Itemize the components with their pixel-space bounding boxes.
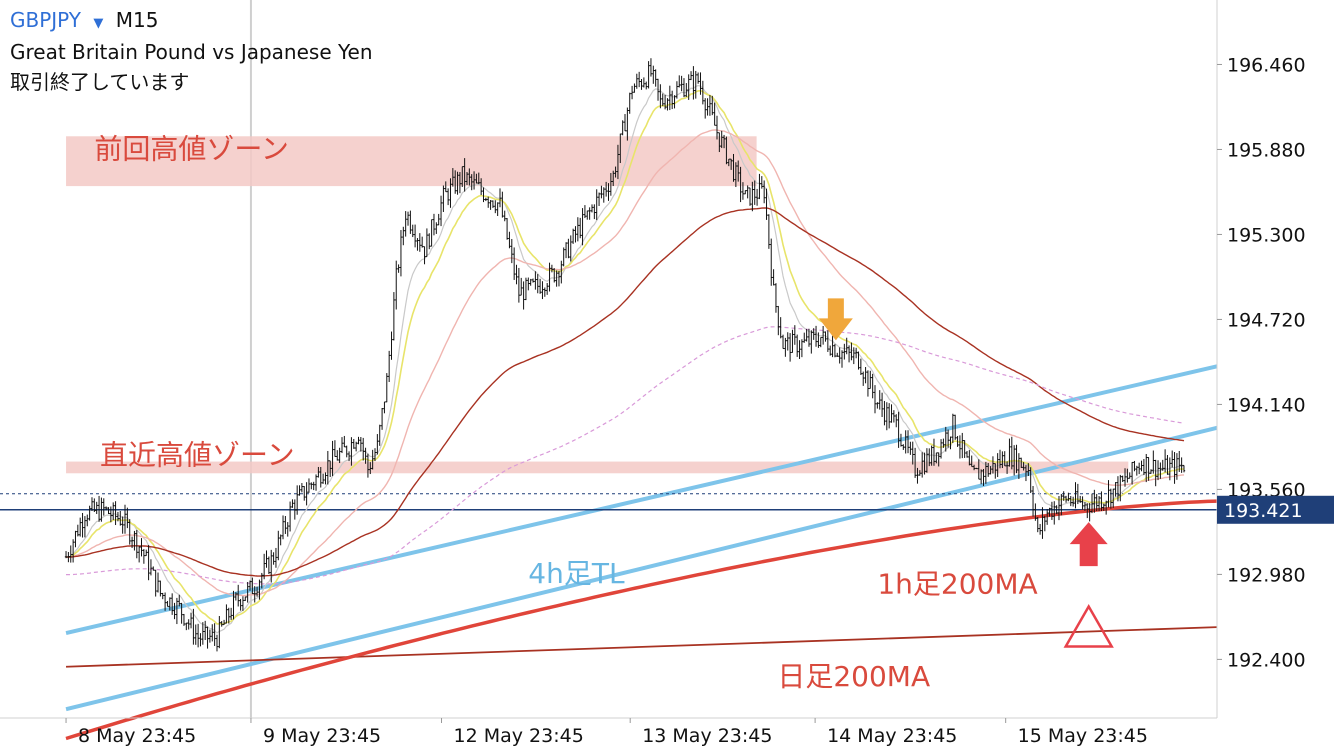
resistance-zone-1 [66,136,757,187]
symbol-dropdown-icon[interactable]: ▼ [93,16,104,31]
y-tick-label: 192.400 [1227,649,1306,671]
y-tick-label: 192.980 [1227,564,1306,586]
y-tick-label: 194.140 [1227,394,1306,416]
x-tick-label: 14 May 23:45 [827,725,957,747]
annotation-label: 1h足200MA [877,567,1037,600]
x-tick-label: 13 May 23:45 [642,725,772,747]
x-tick-label: 12 May 23:45 [454,725,584,747]
trendline-4h [65,425,1218,712]
resistance-zone-2 [66,461,1129,474]
ma-1h-200-line [65,499,1218,741]
chart-header: GBPJPY ▼ M15 [10,8,158,32]
y-tick-label: 194.720 [1227,309,1306,331]
ma-mid-pink-line [66,129,1185,597]
annotation-label: 4h足TL [528,557,625,590]
symbol-name[interactable]: GBPJPY [10,8,82,32]
current-price-tag [1217,495,1334,524]
sell-arrow-icon [818,298,853,341]
current-price-label: 193.421 [1224,500,1303,522]
ma-slow-line [66,207,1185,577]
ma-daily-200-line [66,626,1218,668]
y-tick-label: 195.880 [1227,139,1306,161]
triangle-marker-icon [1063,603,1114,648]
y-tick-label: 196.460 [1227,54,1306,76]
y-tick-label: 195.300 [1227,224,1306,246]
annotation-label: 日足200MA [777,660,930,693]
timeframe-label[interactable]: M15 [115,8,159,32]
annotation-label: 前回高値ゾーン [94,132,289,165]
x-tick-label: 9 May 23:45 [263,725,381,747]
buy-arrow-icon [1069,522,1108,567]
trendline-4h [65,364,1218,635]
ma-dotted-line [66,326,1185,585]
x-tick-label: 15 May 23:45 [1018,725,1148,747]
market-status: 取引終了しています [10,70,190,94]
x-tick-label: 8 May 23:45 [78,725,196,747]
annotation-label: 直近高値ゾーン [100,439,295,472]
symbol-description: Great Britain Pound vs Japanese Yen [10,40,373,64]
